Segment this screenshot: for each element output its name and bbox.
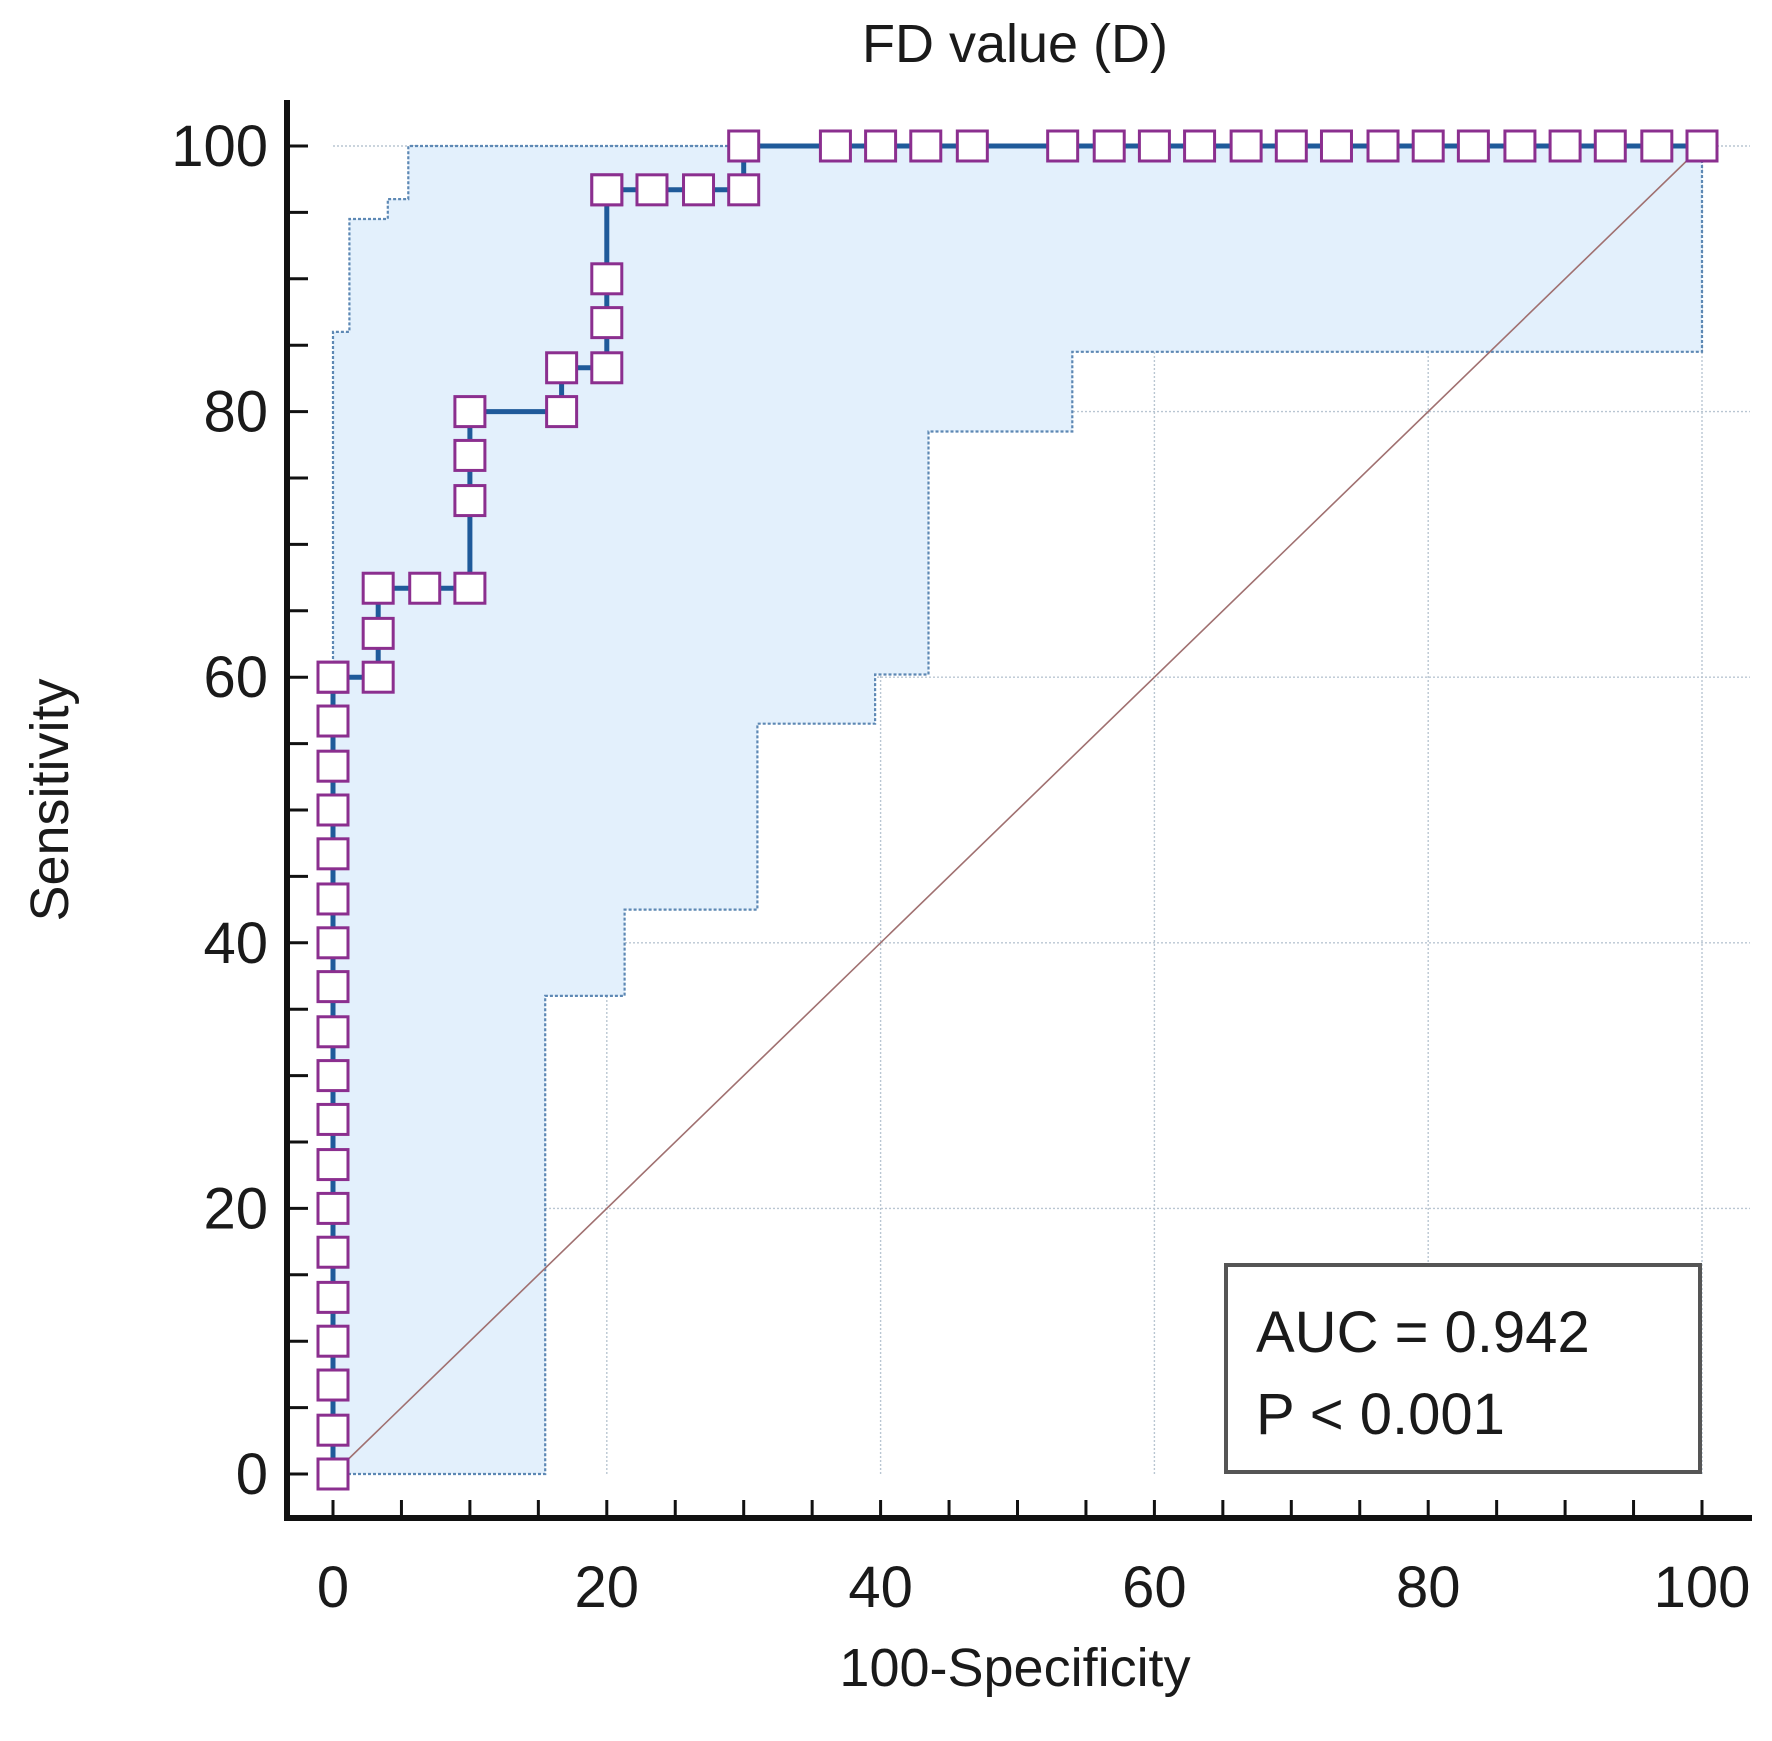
roc-point [316, 1457, 350, 1491]
roc-point [316, 793, 350, 827]
roc-point [1640, 129, 1674, 163]
chart-title: FD value (D) [862, 14, 1168, 74]
roc-point [316, 1015, 350, 1049]
y-tick-label: 0 [236, 1442, 268, 1507]
roc-point [955, 129, 989, 163]
roc-point [545, 351, 579, 385]
roc-point [316, 1368, 350, 1402]
x-tick-label: 0 [317, 1555, 349, 1620]
roc-point [453, 571, 487, 605]
axes: 0 20 40 60 80 100 0 20 40 60 80 100 [171, 100, 1752, 1620]
roc-point [590, 306, 624, 340]
y-tick-label: 40 [203, 911, 268, 976]
roc-point [590, 173, 624, 207]
roc-point [1548, 129, 1582, 163]
y-tick-label: 80 [203, 380, 268, 445]
auc-label: AUC = 0.942 [1256, 1300, 1590, 1365]
stats-box-frame [1224, 1263, 1702, 1474]
upper-confidence-line [331, 144, 1702, 1474]
roc-point [727, 173, 761, 207]
roc-point [453, 438, 487, 472]
roc-point [1319, 129, 1353, 163]
roc-point [361, 660, 395, 694]
y-tick-label: 20 [203, 1176, 268, 1241]
lower-confidence-line [333, 146, 1704, 1476]
roc-point [316, 1191, 350, 1225]
roc-point [1046, 129, 1080, 163]
roc-point [545, 395, 579, 429]
roc-point [1593, 129, 1627, 163]
roc-point [590, 262, 624, 296]
roc-point [316, 1148, 350, 1182]
roc-point [1685, 129, 1719, 163]
confidence-band [333, 146, 1702, 1474]
roc-point [316, 1324, 350, 1358]
roc-point [361, 571, 395, 605]
roc-point [316, 704, 350, 738]
roc-point [316, 882, 350, 916]
roc-point [316, 1235, 350, 1269]
reference-line [332, 145, 1703, 1475]
x-axis-title: 100-Specificity [839, 1638, 1190, 1698]
roc-point [316, 837, 350, 871]
roc-point [1411, 129, 1445, 163]
stats-box: AUC = 0.942 P < 0.001 [1224, 1263, 1702, 1474]
roc-point [316, 1280, 350, 1314]
roc-point [316, 1413, 350, 1447]
roc-point [1274, 129, 1308, 163]
x-tick-label: 60 [1122, 1555, 1187, 1620]
roc-point [1183, 129, 1217, 163]
roc-point [408, 571, 442, 605]
x-tick-label: 20 [575, 1555, 640, 1620]
roc-point [453, 395, 487, 429]
y-tick-label: 100 [171, 114, 268, 179]
roc-point [316, 660, 350, 694]
roc-markers [316, 129, 1719, 1491]
y-axis-title: Sensitivity [20, 678, 80, 921]
roc-point [590, 351, 624, 385]
x-tick-label: 80 [1396, 1555, 1461, 1620]
roc-point [316, 1102, 350, 1136]
roc-point [864, 129, 898, 163]
roc-point [316, 1059, 350, 1093]
roc-point [316, 970, 350, 1004]
roc-point [361, 616, 395, 650]
roc-point [727, 129, 761, 163]
roc-point [635, 173, 669, 207]
roc-point [1229, 129, 1263, 163]
roc-point [909, 129, 943, 163]
y-tick-label: 60 [203, 645, 268, 710]
roc-point [1503, 129, 1537, 163]
roc-point [316, 749, 350, 783]
roc-point [818, 129, 852, 163]
roc-point [453, 484, 487, 518]
roc-point [1092, 129, 1126, 163]
roc-point [1366, 129, 1400, 163]
p-value-label: P < 0.001 [1256, 1382, 1505, 1447]
roc-point [1137, 129, 1171, 163]
x-tick-label: 100 [1654, 1555, 1751, 1620]
roc-point [682, 173, 716, 207]
x-tick-label: 40 [848, 1555, 913, 1620]
roc-point [316, 926, 350, 960]
roc-point [1456, 129, 1490, 163]
